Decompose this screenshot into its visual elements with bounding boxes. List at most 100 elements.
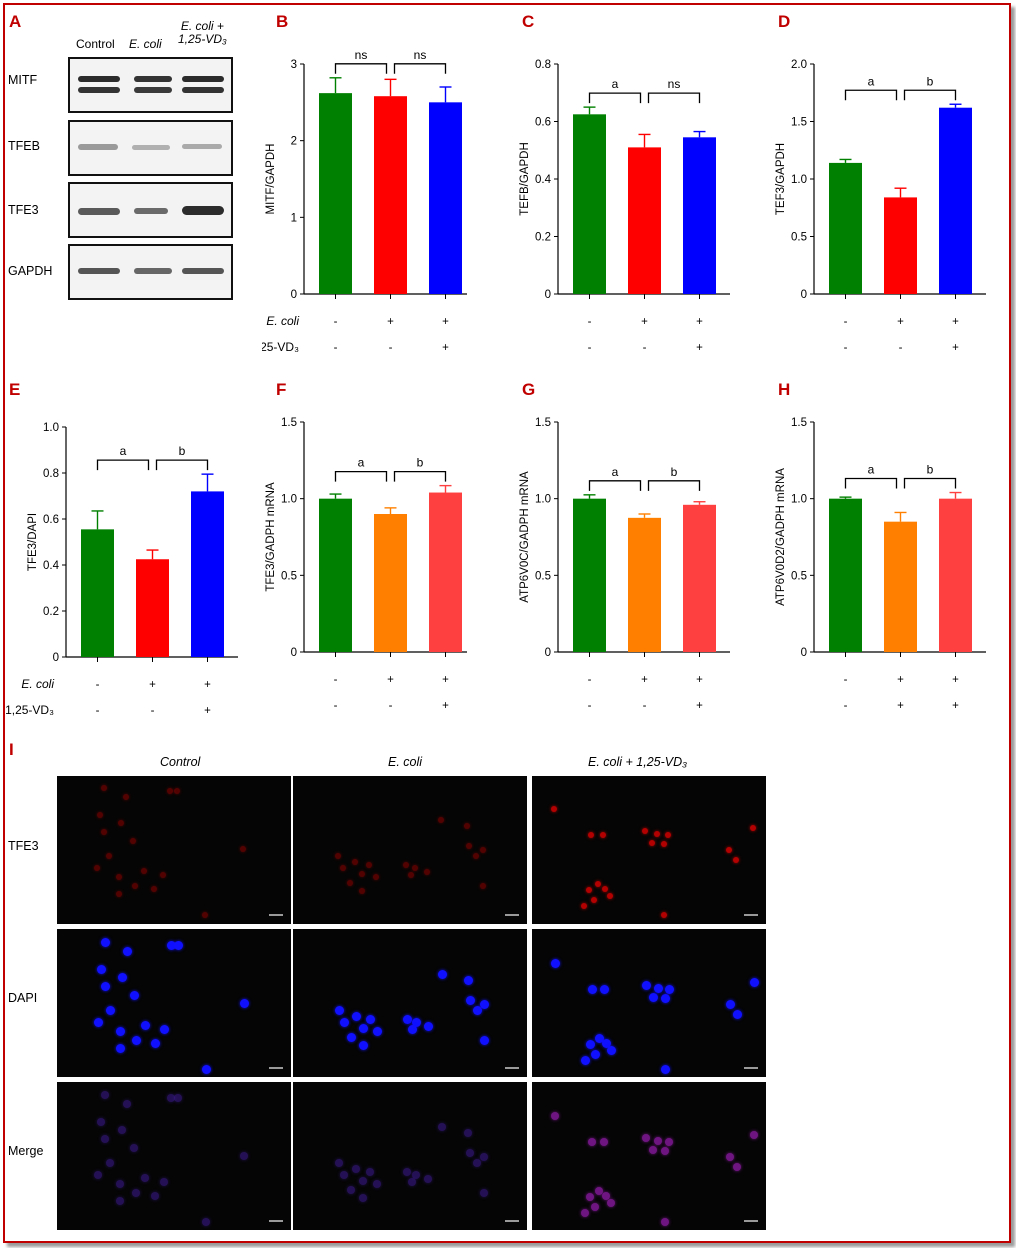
- chart-c-sig-1: ns: [668, 77, 681, 91]
- micro-image-dapi-0: [57, 929, 291, 1077]
- micro-nucleus: [339, 1017, 349, 1027]
- chart-f-vd3-sign-2: +: [442, 700, 449, 712]
- blot-strip-mitf: [68, 57, 233, 113]
- micro-nucleus: [166, 940, 176, 950]
- micro-image-dapi-2: [532, 929, 766, 1077]
- micro-nucleus: [595, 1187, 604, 1196]
- chart-g-ytick-label-3: 1.5: [535, 417, 551, 429]
- chart-h-vd3-sign-1: +: [897, 700, 904, 712]
- chart-f-bracket-0: [334, 470, 388, 482]
- micro-nucleus: [665, 832, 672, 839]
- micro-nucleus: [239, 998, 249, 1008]
- micro-nucleus: [733, 1163, 742, 1172]
- micro-nucleus: [346, 879, 353, 886]
- blot-header-ecoli: E. coli: [129, 37, 162, 51]
- scale-bar: [744, 1067, 758, 1069]
- chart-h-ecoli-sign-0: -: [844, 674, 848, 686]
- micro-nucleus: [581, 1056, 591, 1066]
- micro-nucleus: [606, 1045, 616, 1055]
- chart-g-sig-0: a: [612, 465, 619, 479]
- blot-strip-gapdh: [68, 244, 233, 300]
- micro-nucleus: [424, 869, 431, 876]
- micro-nucleus: [351, 1011, 361, 1021]
- chart-e-bracket-0: [96, 459, 150, 471]
- chart-h-bar-1: [884, 521, 917, 652]
- micro-nucleus: [339, 1170, 348, 1179]
- micro-image-merge-1: [293, 1082, 527, 1230]
- micro-nucleus: [412, 1170, 421, 1179]
- micro-nucleus: [202, 1218, 211, 1227]
- micro-nucleus: [106, 852, 113, 859]
- chart-h-bar-2: [939, 498, 972, 652]
- chart-g-bracket-0: [588, 480, 642, 491]
- micro-col-ecoli: E. coli: [388, 755, 423, 769]
- chart-h-ytick-label-0: 0: [801, 647, 807, 659]
- micro-nucleus: [101, 829, 108, 836]
- micro-nucleus: [733, 1010, 743, 1020]
- chart-c-sig-0: a: [612, 77, 619, 91]
- micro-nucleus: [599, 985, 609, 995]
- blot-header-control: Control: [76, 37, 115, 51]
- micro-nucleus: [595, 1034, 605, 1044]
- chart-e-vd3-sign-0: -: [96, 705, 100, 717]
- micro-nucleus: [365, 861, 372, 868]
- micro-nucleus: [358, 870, 365, 877]
- micro-col-ecoli-vd3: E. coli + 1,25-VD₃: [588, 755, 688, 769]
- chart-g-sig-1: b: [671, 465, 678, 479]
- chart-h-ytick-label-1: 0.5: [791, 570, 807, 582]
- micro-nucleus: [473, 852, 480, 859]
- micro-nucleus: [480, 1000, 490, 1010]
- micro-nucleus: [174, 940, 183, 950]
- micro-nucleus: [641, 980, 651, 990]
- micro-row-dapi: DAPI: [8, 991, 38, 1005]
- panel-label-e: E: [9, 380, 21, 399]
- micro-nucleus: [641, 827, 648, 834]
- chart-g-ytick-label-2: 1.0: [535, 494, 551, 506]
- micro-image-dapi-1: [293, 929, 527, 1077]
- chart-f-bar-2: [429, 492, 462, 652]
- micro-nucleus: [106, 1158, 115, 1167]
- micro-nucleus: [473, 1158, 482, 1167]
- scale-bar: [269, 1220, 283, 1222]
- micro-nucleus: [602, 885, 609, 892]
- micro-nucleus: [96, 964, 106, 974]
- micro-image-tfe3-0: [57, 776, 291, 924]
- chart-f-ecoli-sign-1: +: [387, 674, 394, 686]
- micro-nucleus: [115, 1179, 124, 1188]
- chart-d-sig-0: a: [868, 74, 875, 88]
- micro-nucleus: [749, 977, 759, 987]
- micro-nucleus: [480, 1035, 490, 1045]
- chart-h-ylabel: ATP6V0D2/GADPH mRNA: [775, 468, 787, 606]
- micro-nucleus: [122, 1099, 131, 1108]
- micro-nucleus: [131, 882, 138, 889]
- chart-c-bar-0: [573, 114, 606, 294]
- micro-nucleus: [115, 1026, 125, 1036]
- chart-mitf-gapdh: MITF/GAPDH 0 1 2 3 ns ns - + + - - + E. coli 1,25-VD₃: [262, 52, 467, 354]
- micro-nucleus: [480, 847, 487, 854]
- micro-nucleus: [365, 1167, 374, 1176]
- micro-nucleus: [733, 857, 740, 864]
- chart-c-vd3-sign-2: +: [696, 342, 703, 354]
- chart-f-bar-1: [374, 514, 407, 652]
- micro-nucleus: [94, 1170, 103, 1179]
- chart-e-ytick-label-4: 0.8: [43, 468, 59, 480]
- chart-c-bracket-1: [647, 92, 701, 104]
- chart-e-bar-1: [136, 559, 169, 657]
- chart-b-row-title-vd3: 1,25-VD₃: [262, 340, 299, 354]
- panel-label-f: F: [276, 380, 287, 399]
- micro-nucleus: [649, 1145, 657, 1154]
- micro-nucleus: [96, 811, 103, 818]
- micro-image-merge-2: [532, 1082, 766, 1230]
- chart-d-vd3-sign-1: -: [899, 342, 903, 354]
- micro-nucleus: [653, 1136, 662, 1145]
- micro-nucleus: [407, 872, 414, 879]
- chart-c-ecoli-sign-2: +: [696, 316, 703, 328]
- panel-label-b: B: [276, 12, 289, 31]
- chart-g-ecoli-sign-2: +: [696, 674, 703, 686]
- chart-g-ecoli-sign-1: +: [641, 674, 648, 686]
- chart-g-bar-2: [683, 504, 716, 652]
- chart-g-vd3-sign-1: -: [643, 700, 647, 712]
- micro-nucleus: [665, 1138, 674, 1147]
- panel-label-h: H: [778, 380, 791, 399]
- chart-b-ytick-label-3: 3: [291, 59, 297, 71]
